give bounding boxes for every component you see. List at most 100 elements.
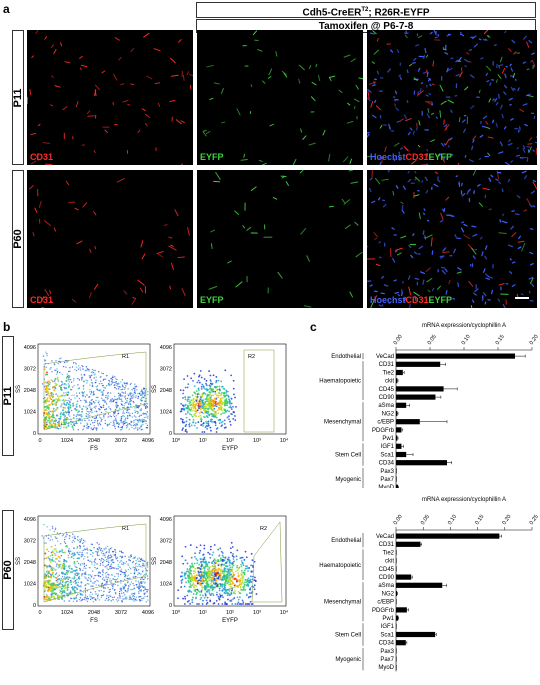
scatter-point — [110, 563, 112, 565]
scatter-point — [107, 557, 109, 560]
scatter-point — [184, 386, 187, 389]
texture-stroke — [367, 245, 369, 248]
scatter-point — [129, 595, 131, 597]
scatter-point — [208, 592, 211, 595]
scatter-point — [122, 592, 125, 594]
scatter-point — [48, 400, 51, 403]
texture-stroke — [480, 57, 484, 60]
scatter-point — [95, 428, 97, 430]
scatter-point — [98, 382, 101, 385]
scatter-point — [70, 409, 73, 412]
x-tick-label: 10³ — [253, 610, 261, 616]
texture-stroke — [328, 205, 334, 208]
scatter-point — [107, 576, 109, 579]
gate-label: R1 — [122, 354, 129, 360]
scatter-point — [132, 596, 134, 598]
scatter-point — [68, 576, 70, 578]
scatter-point — [82, 591, 84, 593]
scatter-point — [44, 359, 47, 361]
scatter-point — [235, 555, 238, 558]
scatter-point — [83, 374, 86, 376]
texture-stroke — [413, 194, 420, 197]
scatter-point — [63, 421, 66, 424]
scatter-point — [122, 421, 124, 423]
scatter-point — [91, 575, 93, 577]
scatter-point — [124, 395, 127, 397]
scatter-point — [44, 581, 47, 584]
scatter-point — [81, 429, 84, 431]
scatter-point — [98, 575, 100, 577]
texture-stroke — [431, 101, 434, 106]
scatter-point — [108, 555, 110, 557]
scatter-point — [84, 591, 87, 594]
texture-stroke — [143, 32, 150, 38]
scatter-point — [247, 596, 250, 599]
scatter-point — [73, 569, 76, 572]
scatter-point — [65, 393, 68, 396]
scatter-point — [226, 409, 229, 412]
texture-stroke — [444, 268, 448, 272]
scatter-point — [92, 588, 94, 590]
scatter-point — [114, 550, 116, 553]
scatter-point — [51, 551, 54, 554]
scatter-point — [210, 401, 213, 403]
scatter-point — [91, 407, 93, 410]
texture-stroke — [170, 74, 179, 77]
scatter-point — [197, 566, 199, 569]
scatter-point — [138, 588, 140, 590]
scatter-point — [217, 577, 220, 580]
scatter-point — [106, 385, 108, 387]
scatter-point — [143, 593, 146, 596]
scatter-point — [81, 419, 83, 422]
scatter-point — [182, 427, 184, 430]
scatter-point — [225, 398, 228, 400]
scatter-point — [114, 427, 117, 430]
scatter-point — [206, 601, 209, 604]
scatter-point — [61, 563, 64, 566]
scatter-point — [84, 573, 86, 575]
scatter-point — [108, 423, 111, 425]
texture-stroke — [528, 40, 532, 44]
scatter-point — [122, 412, 124, 414]
scatter-point — [114, 583, 116, 586]
scatter-point — [132, 582, 134, 585]
texture-stroke — [499, 104, 503, 110]
scatter-point — [127, 588, 129, 590]
scatter-point — [199, 544, 202, 547]
scatter-point — [54, 536, 56, 538]
scatter-point — [198, 552, 201, 554]
texture-stroke — [498, 283, 505, 286]
scatter-point — [112, 424, 114, 427]
scatter-point — [209, 576, 212, 579]
scatter-point — [107, 413, 110, 415]
scatter-point — [224, 580, 227, 583]
y-tick-label: 1024 — [24, 410, 36, 416]
scatter-point — [216, 560, 219, 563]
scatter-point — [59, 427, 62, 430]
texture-stroke — [440, 100, 447, 105]
scatter-point — [67, 383, 70, 385]
micrograph-p11-merge-image — [367, 30, 537, 165]
bar — [396, 582, 443, 588]
bar — [396, 353, 515, 359]
scatter-point — [124, 555, 126, 558]
scatter-point — [61, 548, 64, 551]
scatter-point — [223, 408, 226, 411]
scatter-point — [193, 576, 196, 579]
texture-stroke — [285, 181, 289, 186]
scatter-point — [107, 599, 109, 602]
scatter-point — [143, 392, 145, 395]
scatter-point — [133, 421, 135, 424]
x-tick-label: 10¹ — [199, 610, 207, 616]
scatter-point — [112, 414, 115, 416]
scatter-point — [130, 396, 133, 398]
texture-stroke — [62, 106, 68, 111]
scatter-point — [128, 408, 131, 411]
scatter-point — [140, 573, 142, 575]
scatter-point — [100, 584, 103, 586]
texture-stroke — [355, 251, 363, 258]
scatter-point — [52, 571, 55, 574]
scatter-point — [200, 387, 203, 390]
texture-stroke — [442, 247, 447, 252]
scatter-point — [112, 420, 114, 422]
